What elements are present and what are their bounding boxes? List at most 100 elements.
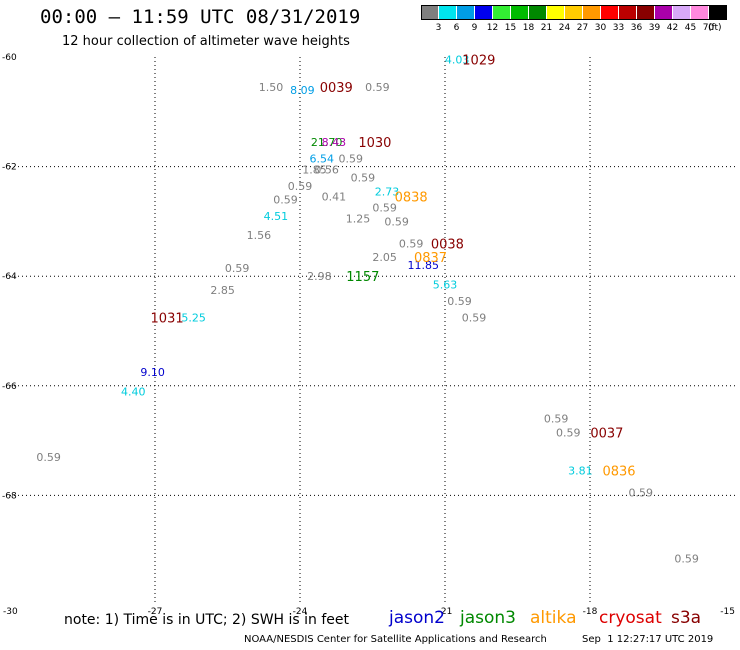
scale-swatch: [673, 5, 690, 20]
wave-height-label: 9.10: [140, 366, 165, 379]
scale-label: 9: [471, 23, 478, 33]
scale-swatch: [511, 5, 528, 20]
wave-height-label: 8.43: [322, 136, 347, 149]
wave-height-label: 0.59: [273, 193, 298, 206]
legend-jason3-label: jason3: [460, 608, 516, 628]
y-tick-label: -68: [2, 491, 17, 501]
pass-time-label: 0836: [602, 465, 635, 480]
scale-swatch: [619, 5, 636, 20]
wave-height-label: 11.85: [408, 259, 440, 272]
legend-s3a-label: s3a: [671, 608, 702, 628]
scale-swatch: [439, 5, 456, 20]
scale-swatch: [529, 5, 546, 20]
wave-height-label: 1.50: [259, 81, 284, 94]
wave-height-label: 2.05: [372, 251, 397, 264]
pass-time-label: 1030: [358, 136, 391, 151]
wave-height-label: 4.03: [445, 54, 470, 67]
scale-swatch: [583, 5, 600, 20]
scale-label: 42: [666, 23, 679, 33]
wave-height-label: 5.63: [433, 278, 458, 291]
wave-height-label: 1.25: [346, 213, 371, 226]
legend-jason2-label: jason2: [389, 608, 445, 628]
pass-time-label: 1029: [462, 54, 495, 69]
footer-note: note: 1) Time is in UTC; 2) SWH is in fe…: [64, 612, 350, 628]
scale-frame: [421, 5, 727, 20]
wave-height-label: 2.98: [307, 270, 332, 283]
legend-jason2: jason2: [389, 608, 445, 628]
wave-height-label: 0.59: [399, 237, 424, 250]
legend-s3a: s3a: [671, 608, 701, 628]
scale-swatch: [601, 5, 618, 20]
y-tick-label: -64: [2, 272, 17, 282]
pass-time-label: 0838: [395, 191, 428, 206]
scale-label: 27: [576, 23, 589, 33]
credit-line: NOAA/NESDIS Center for Satellite Applica…: [244, 634, 547, 645]
x-tick-label: -30: [3, 607, 18, 617]
wave-height-label: 5.25: [181, 311, 206, 324]
scale-swatch: [421, 5, 438, 20]
scale-label: 18: [522, 23, 535, 33]
pass-time-label: 0038: [431, 237, 464, 252]
wave-height-label: 0.59: [339, 152, 364, 165]
y-tick-label: -60: [2, 53, 17, 63]
wave-height-label: 0.59: [629, 487, 654, 500]
wave-height-label: 0.59: [365, 81, 390, 94]
generated-timestamp: Sep 1 12:27:17 UTC 2019: [582, 634, 714, 645]
wave-height-label: 8.09: [290, 84, 315, 97]
wave-height-label: 0.59: [556, 426, 581, 439]
x-tick-label: -15: [720, 607, 735, 617]
wave-height-label: 0.59: [462, 311, 487, 324]
scale-label: 12: [486, 23, 499, 33]
scale-label: 45: [684, 23, 697, 33]
legend-cryosat: cryosat: [599, 608, 662, 628]
scale-label: 30: [594, 23, 607, 33]
x-tick-label: -27: [148, 607, 163, 617]
scale-swatch: [691, 5, 708, 20]
wave-height-label: 0.59: [384, 215, 409, 228]
scale-label: 15: [504, 23, 517, 33]
page-subtitle: 12 hour collection of altimeter wave hei…: [62, 34, 350, 49]
wave-height-label: 0.59: [36, 451, 61, 464]
wave-height-label: 21.70: [311, 136, 343, 149]
scale-swatch: [457, 5, 474, 20]
wave-height-label: 6.54: [310, 152, 335, 165]
scale-label: 6: [453, 23, 460, 33]
wave-height-label: 1.85: [302, 163, 327, 176]
pass-time-label: 0039: [320, 81, 353, 96]
scale-label: 3: [435, 23, 442, 33]
legend-jason3: jason3: [460, 608, 516, 628]
wave-height-label: 2.73: [375, 185, 400, 198]
scale-swatch: [547, 5, 564, 20]
wave-height-label: 1.56: [247, 229, 272, 242]
wave-height-label: 0.59: [288, 180, 313, 193]
scale-label: 36: [630, 23, 643, 33]
scale-unit-label: (ft): [708, 23, 722, 33]
wave-height-label: 0.41: [322, 191, 347, 204]
scale-swatch: [493, 5, 510, 20]
scale-label: 39: [648, 23, 661, 33]
pass-time-label: 0037: [590, 426, 623, 441]
wave-height-label: 0.59: [447, 295, 472, 308]
y-tick-label: -66: [2, 382, 17, 392]
scale-label: 70: [702, 23, 715, 33]
page-title: 00:00 – 11:59 UTC 08/31/2019: [40, 6, 361, 28]
wave-height-label: 4.40: [121, 385, 146, 398]
pass-time-label: 1031: [151, 311, 184, 326]
legend-cryosat-label: cryosat: [599, 608, 662, 628]
wave-height-label: 0.59: [674, 552, 699, 565]
scale-swatch: [475, 5, 492, 20]
wave-height-label: 3.81: [568, 465, 593, 478]
x-tick-label: -21: [438, 607, 453, 617]
wave-height-label: 0.56: [314, 163, 339, 176]
wave-height-label: 0.59: [351, 172, 376, 185]
wave-height-label: 4.51: [264, 210, 289, 223]
legend-altika-label: altika: [530, 608, 577, 628]
scale-swatch: [655, 5, 672, 20]
wave-height-label: 2.85: [210, 284, 235, 297]
wave-height-label: 0.59: [372, 202, 397, 215]
wave-height-label: 0.59: [225, 262, 250, 275]
scale-swatch: [709, 5, 726, 20]
scale-swatch: [565, 5, 582, 20]
